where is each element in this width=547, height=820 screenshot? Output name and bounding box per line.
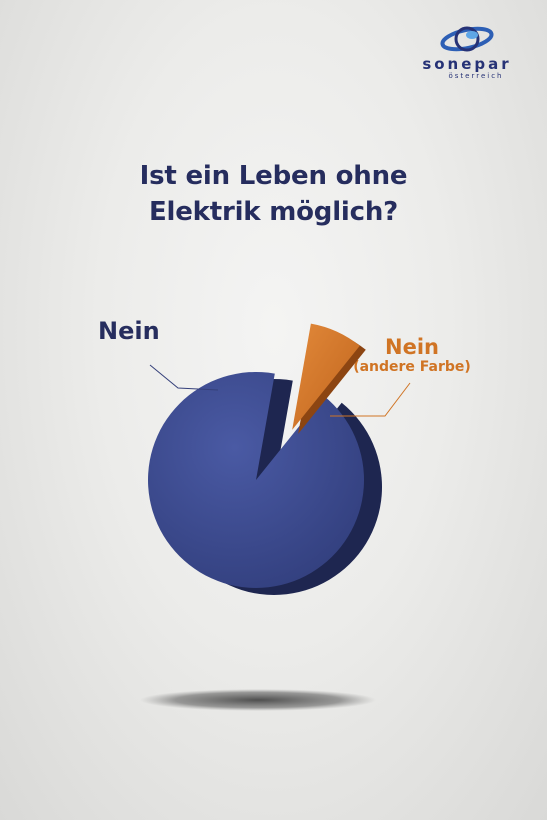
sonepar-logo: sonepar österreich xyxy=(417,24,517,81)
title-line-1: Ist ein Leben ohne xyxy=(139,161,408,191)
pie-slice-nein xyxy=(148,371,365,588)
page-title: Ist ein Leben ohne Elektrik möglich? xyxy=(0,158,547,230)
brand-subtitle: österreich xyxy=(448,72,504,80)
slice-label-nein-other-main: Nein xyxy=(385,335,439,359)
pie-slice-nein-other xyxy=(292,323,360,430)
sonepar-logo-icon xyxy=(440,26,494,52)
slice-label-nein: Nein xyxy=(98,317,160,345)
brand-name: sonepar xyxy=(422,55,512,73)
slice-label-nein-other: Nein (andere Farbe) xyxy=(348,335,476,376)
title-line-2: Elektrik möglich? xyxy=(148,197,399,227)
leader-line-nein xyxy=(149,364,219,391)
leader-line-nein-other xyxy=(330,382,411,417)
pie-floor-shadow xyxy=(140,689,376,711)
slice-label-nein-other-sub: (andere Farbe) xyxy=(353,359,471,375)
